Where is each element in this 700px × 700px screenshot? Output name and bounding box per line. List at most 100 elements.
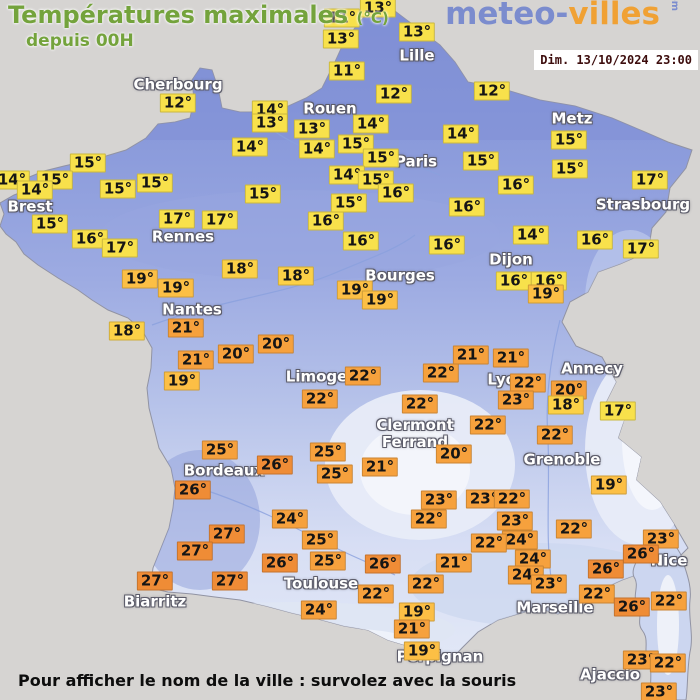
temperature-label[interactable]: 23° bbox=[642, 529, 680, 549]
temperature-label[interactable]: 16° bbox=[428, 235, 466, 255]
temperature-label[interactable]: 15° bbox=[136, 173, 174, 193]
temperature-label[interactable]: 16° bbox=[576, 230, 614, 250]
temperature-label[interactable]: 27° bbox=[211, 571, 249, 591]
temperature-label[interactable]: 27° bbox=[176, 541, 214, 561]
temperature-label[interactable]: 24° bbox=[501, 530, 539, 550]
temperature-label[interactable]: 22° bbox=[649, 653, 687, 673]
temperature-label[interactable]: 22° bbox=[301, 389, 339, 409]
temperature-label[interactable]: 26° bbox=[613, 597, 651, 617]
temperature-label[interactable]: 17° bbox=[158, 209, 196, 229]
temperature-label[interactable]: 18° bbox=[221, 259, 259, 279]
temperature-label[interactable]: 22° bbox=[493, 489, 531, 509]
temperature-label[interactable]: 19° bbox=[398, 602, 436, 622]
temperature-label[interactable]: 17° bbox=[631, 170, 669, 190]
temperature-label[interactable]: 15° bbox=[244, 184, 282, 204]
temperature-label[interactable]: 26° bbox=[587, 559, 625, 579]
temperature-label[interactable]: 27° bbox=[136, 571, 174, 591]
temperature-label[interactable]: 23° bbox=[497, 390, 535, 410]
temperature-label[interactable]: 19° bbox=[403, 641, 441, 661]
temperature-label[interactable]: 15° bbox=[551, 159, 589, 179]
temperature-label[interactable]: 20° bbox=[435, 444, 473, 464]
temperature-label[interactable]: 21° bbox=[435, 553, 473, 573]
temperature-label[interactable]: 20° bbox=[217, 344, 255, 364]
temperature-label[interactable]: 21° bbox=[393, 619, 431, 639]
temperature-label[interactable]: 17° bbox=[622, 239, 660, 259]
temperature-label[interactable]: 22° bbox=[555, 519, 593, 539]
temperature-label[interactable]: 15° bbox=[31, 214, 69, 234]
temperature-label[interactable]: 14° bbox=[512, 225, 550, 245]
temperature-label[interactable]: 14° bbox=[298, 139, 336, 159]
temperature-label[interactable]: 22° bbox=[470, 533, 508, 553]
temperature-label[interactable]: 19° bbox=[527, 284, 565, 304]
temperature-label[interactable]: 18° bbox=[547, 395, 585, 415]
temperature-label[interactable]: 14° bbox=[231, 137, 269, 157]
temperature-label[interactable]: 22° bbox=[536, 425, 574, 445]
temperature-label[interactable]: 17° bbox=[201, 210, 239, 230]
temperature-label[interactable]: 15° bbox=[550, 130, 588, 150]
temperature-label[interactable]: 15° bbox=[99, 179, 137, 199]
temperature-label[interactable]: 15° bbox=[462, 151, 500, 171]
temperature-label[interactable]: 13° bbox=[359, 0, 397, 18]
temperature-label[interactable]: 17° bbox=[101, 238, 139, 258]
temperature-label[interactable]: 22° bbox=[650, 591, 688, 611]
temperature-label[interactable]: 16° bbox=[71, 229, 109, 249]
temperature-label[interactable]: 11° bbox=[323, 8, 361, 28]
temperature-label[interactable]: 21° bbox=[167, 318, 205, 338]
temperature-label[interactable]: 19° bbox=[361, 290, 399, 310]
temperature-label[interactable]: 19° bbox=[157, 278, 195, 298]
temperature-label[interactable]: 22° bbox=[357, 584, 395, 604]
temperature-label[interactable]: 26° bbox=[622, 544, 660, 564]
temperature-label[interactable]: 15° bbox=[330, 193, 368, 213]
temperature-label[interactable]: 15° bbox=[362, 148, 400, 168]
temperature-label[interactable]: 22° bbox=[578, 584, 616, 604]
temperature-label[interactable]: 22° bbox=[401, 394, 439, 414]
temperature-label[interactable]: 26° bbox=[256, 455, 294, 475]
temperature-label[interactable]: 22° bbox=[410, 509, 448, 529]
temperature-label[interactable]: 23° bbox=[640, 682, 678, 700]
temperature-label[interactable]: 26° bbox=[261, 553, 299, 573]
temperature-label[interactable]: 25° bbox=[301, 530, 339, 550]
temperature-label[interactable]: 13° bbox=[322, 29, 360, 49]
temperature-label[interactable]: 14° bbox=[328, 165, 366, 185]
temperature-label[interactable]: 24° bbox=[300, 600, 338, 620]
temperature-label[interactable]: 16° bbox=[497, 175, 535, 195]
temperature-label[interactable]: 11° bbox=[328, 61, 366, 81]
temperature-label[interactable]: 16° bbox=[448, 197, 486, 217]
temperature-label[interactable]: 21° bbox=[177, 350, 215, 370]
temperature-label[interactable]: 21° bbox=[492, 348, 530, 368]
temperature-label[interactable]: 24° bbox=[514, 549, 552, 569]
temperature-label[interactable]: 18° bbox=[108, 321, 146, 341]
temperature-label[interactable]: 15° bbox=[69, 153, 107, 173]
temperature-label[interactable]: 22° bbox=[469, 415, 507, 435]
meteo-villes-logo[interactable]: meteo-villes .com bbox=[445, 0, 688, 32]
temperature-label[interactable]: 25° bbox=[316, 464, 354, 484]
temperature-label[interactable]: 14° bbox=[16, 180, 54, 200]
temperature-label[interactable]: 27° bbox=[208, 524, 246, 544]
temperature-label[interactable]: 16° bbox=[377, 183, 415, 203]
temperature-label[interactable]: 21° bbox=[361, 457, 399, 477]
temperature-label[interactable]: 26° bbox=[364, 554, 402, 574]
temperature-label[interactable]: 23° bbox=[420, 490, 458, 510]
temperature-label[interactable]: 16° bbox=[495, 271, 533, 291]
temperature-label[interactable]: 20° bbox=[257, 334, 295, 354]
temperature-label[interactable]: 12° bbox=[473, 81, 511, 101]
temperature-label[interactable]: 13° bbox=[398, 22, 436, 42]
temperature-label[interactable]: 12° bbox=[159, 93, 197, 113]
temperature-label[interactable]: 16° bbox=[342, 231, 380, 251]
temperature-label[interactable]: 22° bbox=[344, 366, 382, 386]
temperature-label[interactable]: 26° bbox=[174, 480, 212, 500]
temperature-label[interactable]: 22° bbox=[407, 574, 445, 594]
temperature-label[interactable]: 19° bbox=[121, 269, 159, 289]
temperature-label[interactable]: 25° bbox=[201, 440, 239, 460]
temperature-label[interactable]: 21° bbox=[452, 345, 490, 365]
temperature-label[interactable]: 23° bbox=[530, 574, 568, 594]
temperature-label[interactable]: 18° bbox=[277, 266, 315, 286]
temperature-label[interactable]: 13° bbox=[251, 113, 289, 133]
temperature-label[interactable]: 24° bbox=[271, 509, 309, 529]
temperature-label[interactable]: 19° bbox=[590, 475, 628, 495]
temperature-label[interactable]: 25° bbox=[309, 551, 347, 571]
temperature-label[interactable]: 12° bbox=[375, 84, 413, 104]
temperature-label[interactable]: 14° bbox=[352, 114, 390, 134]
temperature-label[interactable]: 23° bbox=[496, 511, 534, 531]
temperature-label[interactable]: 17° bbox=[599, 401, 637, 421]
